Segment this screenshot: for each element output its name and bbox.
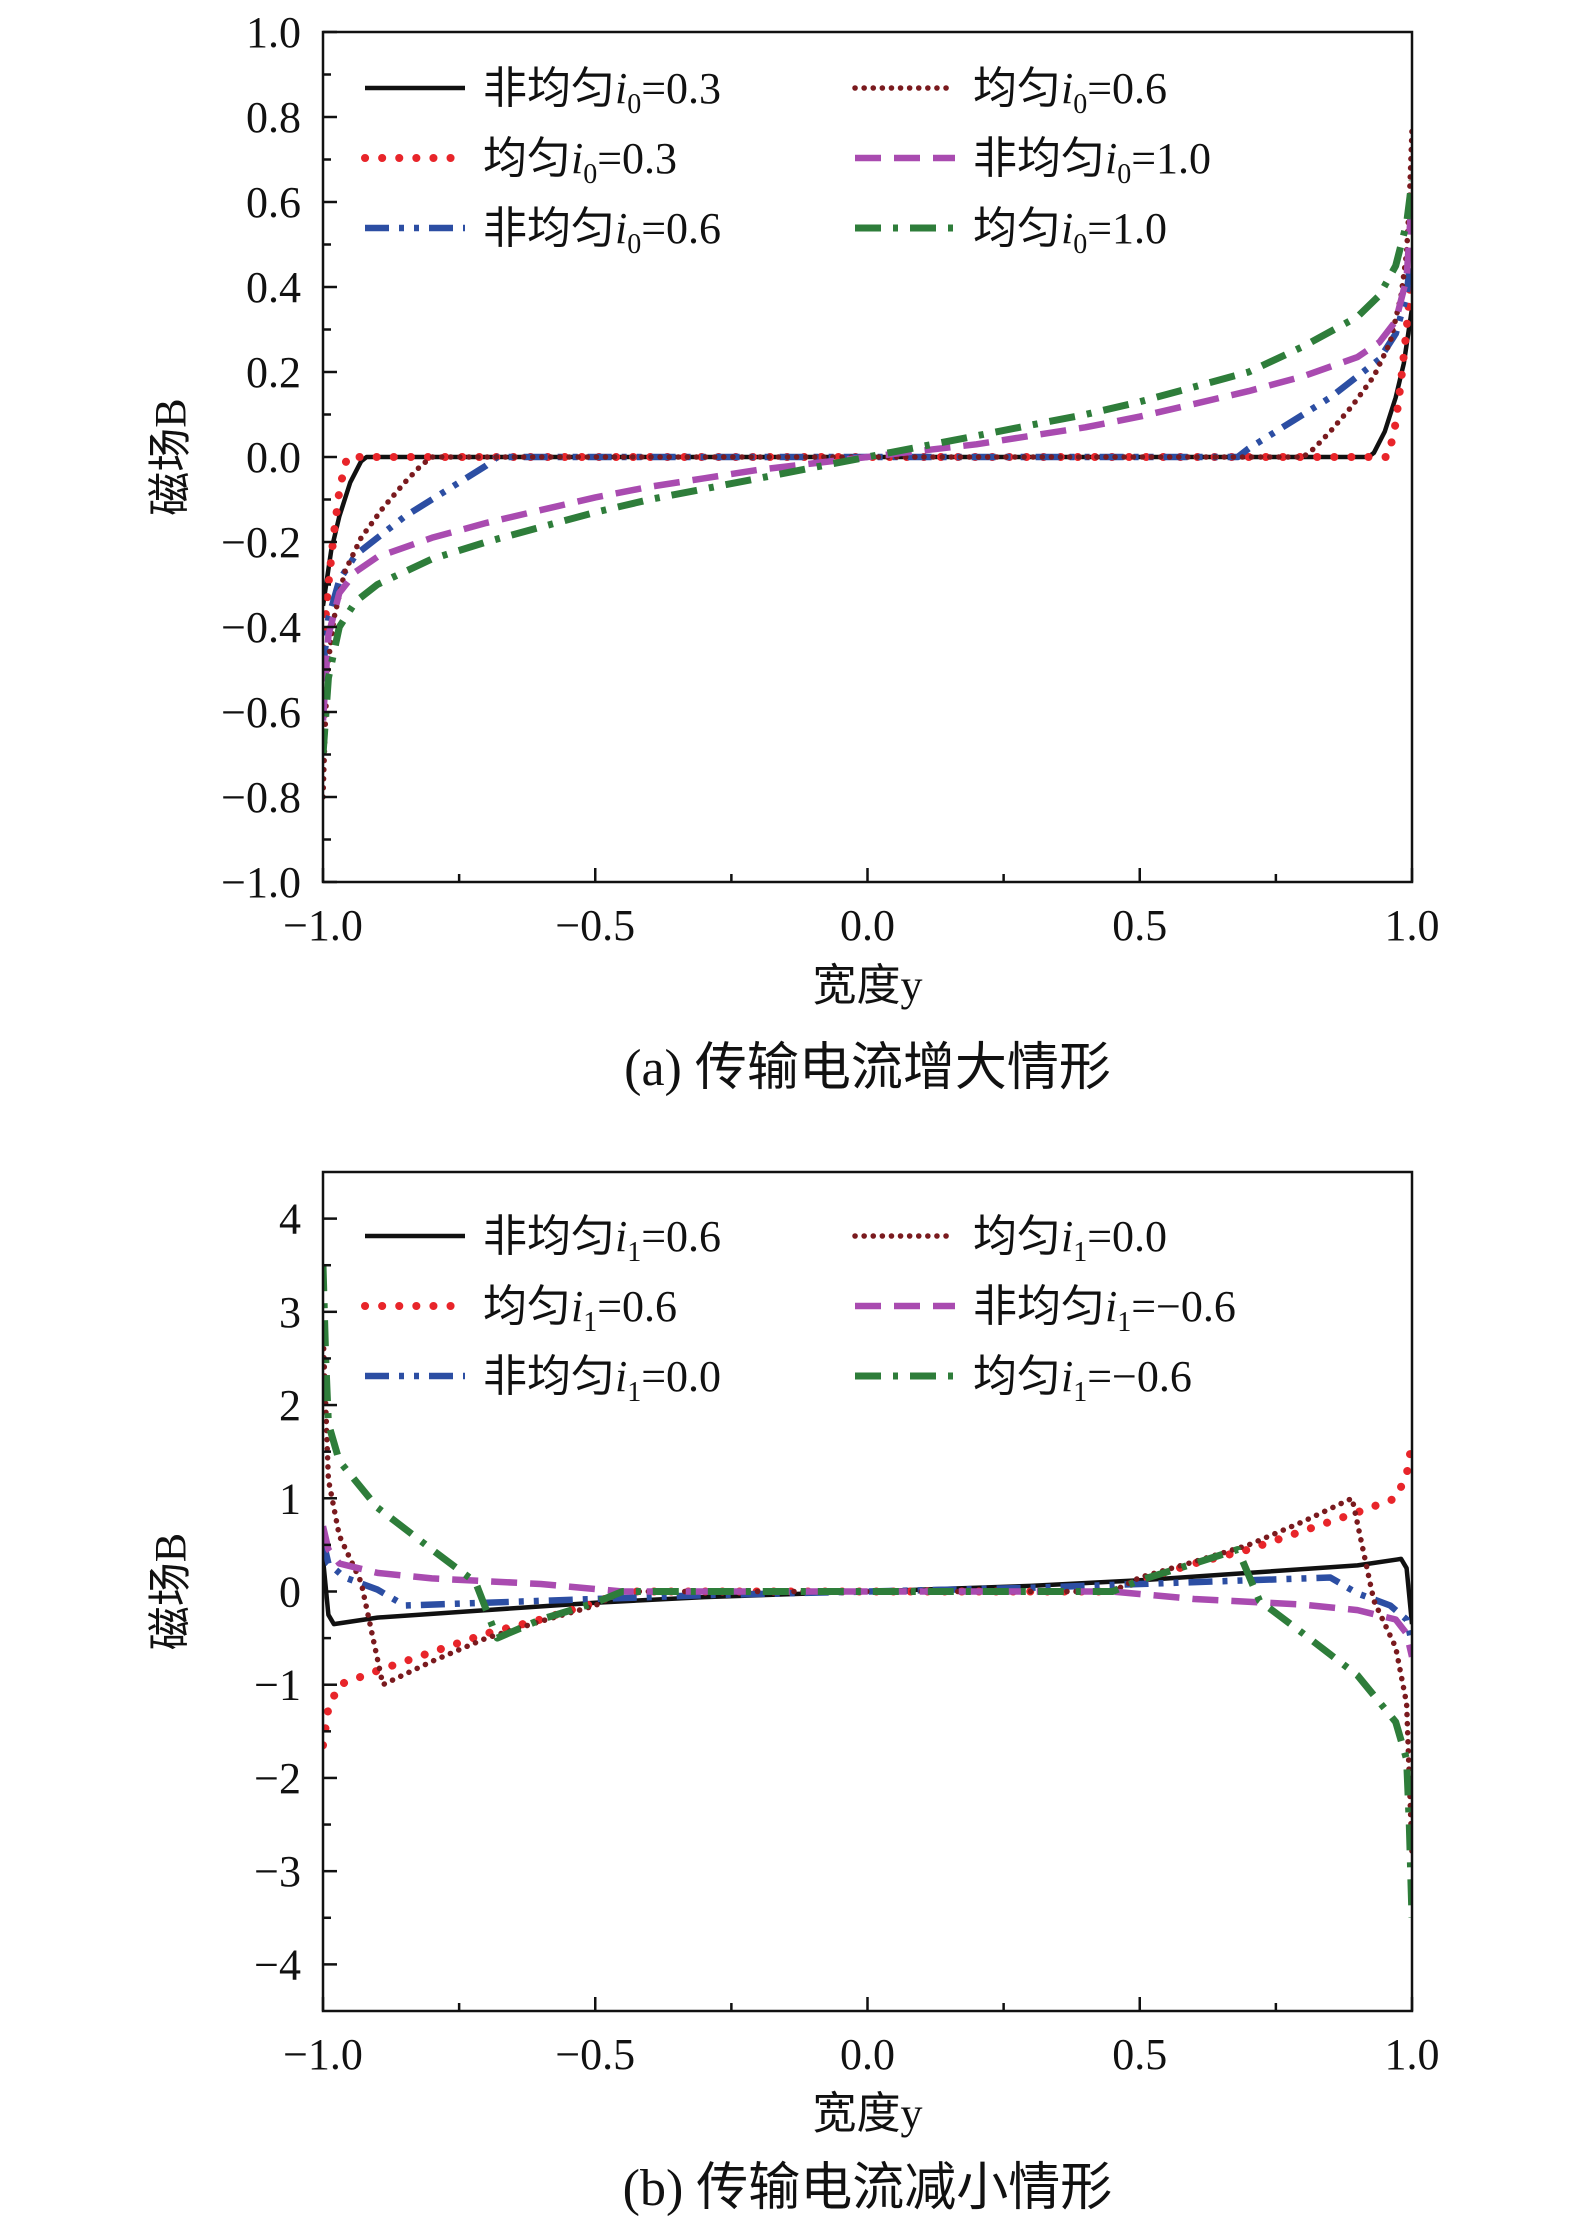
x-tick-label: −0.5	[555, 901, 635, 950]
y-tick-label: 1	[279, 1474, 301, 1523]
y-tick-label: 0.0	[246, 433, 301, 482]
legend: 非均匀i0=0.3 均匀i0=0.3 非均匀i0=0.6 均匀i0=0.6 非均匀i0=…	[361, 64, 1211, 260]
legend-label: 非均匀i1=0.6	[483, 1212, 721, 1268]
series-line-6	[323, 180, 1412, 755]
figure-caption: (a) 传输电流增大情形	[624, 1040, 1111, 1097]
y-tick-label: 0	[279, 1568, 301, 1617]
series-line-3	[323, 1539, 1412, 1644]
series-group	[323, 127, 1412, 800]
x-tick-label: 1.0	[1385, 901, 1440, 950]
y-tick-label: 2	[279, 1381, 301, 1430]
legend-label: 均匀i0=0.6	[973, 64, 1167, 120]
legend-label: 均匀i1=0.6	[483, 1282, 677, 1338]
y-tick-label: −0.8	[221, 773, 301, 822]
y-tick-label: −3	[254, 1847, 301, 1896]
y-tick-label: 1.0	[246, 8, 301, 57]
y-tick-label: 3	[279, 1288, 301, 1337]
y-tick-label: −0.6	[221, 688, 301, 737]
legend-label: 非均匀i0=1.0	[973, 134, 1211, 190]
x-axis-label: 宽度y	[813, 2089, 923, 2138]
y-tick-label: 0.2	[246, 348, 301, 397]
legend-label: 均匀i0=0.3	[483, 134, 677, 190]
series-line-5	[323, 1525, 1412, 1658]
x-tick-label: 0.5	[1112, 901, 1167, 950]
y-tick-label: 0.4	[246, 263, 301, 312]
series-line-5	[323, 193, 1412, 721]
chart-b: −1.0 −0.5 0.0 0.5 1.0 −4 −3 −2 −1 0 1 2 3 4 宽度y 磁场B (b) …	[146, 1170, 1440, 2217]
legend-label: 非均匀i0=0.3	[483, 64, 721, 120]
y-tick-label: 0.6	[246, 178, 301, 227]
legend-label: 均匀i1=−0.6	[973, 1352, 1192, 1408]
legend-label: 非均匀i0=0.6	[483, 204, 721, 260]
x-tick-label: −1.0	[283, 901, 363, 950]
legend-label: 均匀i0=1.0	[973, 204, 1167, 260]
x-tick-label: 0.0	[840, 2030, 895, 2079]
chart-a: −1.0 −0.5 0.0 0.5 1.0 −1.0 −0.8 −0.6 −0.4 −0.2 0.0…	[146, 8, 1440, 1097]
series-line-6	[323, 1265, 1412, 1918]
x-tick-label: −1.0	[283, 2030, 363, 2079]
y-axis-label: 磁场B	[146, 1533, 195, 1650]
series-group	[323, 1265, 1412, 1918]
y-axis-label: 磁场B	[146, 398, 195, 515]
x-tick-label: −0.5	[555, 2030, 635, 2079]
legend-label: 均匀i1=0.0	[973, 1212, 1167, 1268]
legend: 非均匀i1=0.6 均匀i1=0.6 非均匀i1=0.0 均匀i1=0.0 非均匀i1=…	[361, 1212, 1236, 1408]
figure-caption: (b) 传输电流减小情形	[623, 2160, 1113, 2217]
y-tick-label: −4	[254, 1940, 301, 1989]
y-tick-label: −2	[254, 1754, 301, 1803]
y-tick-label: 0.8	[246, 93, 301, 142]
y-tick-label: −1	[254, 1661, 301, 1710]
x-tick-label: 0.5	[1112, 2030, 1167, 2079]
y-tick-label: −0.2	[221, 518, 301, 567]
y-tick-label: −1.0	[221, 858, 301, 907]
legend-label: 非均匀i1=0.0	[483, 1352, 721, 1408]
y-tick-label: −0.4	[221, 603, 301, 652]
y-tick-label: 4	[279, 1195, 301, 1244]
x-tick-label: 1.0	[1385, 2030, 1440, 2079]
x-axis-label: 宽度y	[813, 961, 923, 1010]
legend-label: 非均匀i1=−0.6	[973, 1282, 1236, 1338]
x-tick-label: 0.0	[840, 901, 895, 950]
series-line-2	[323, 261, 1412, 653]
